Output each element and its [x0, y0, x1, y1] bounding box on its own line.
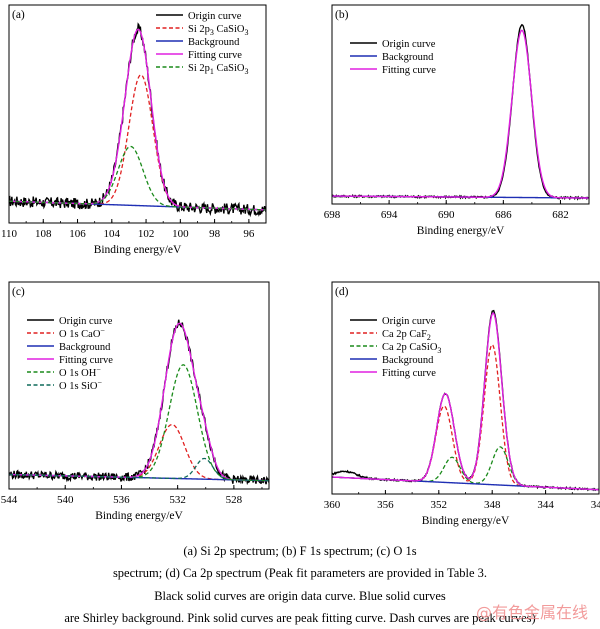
x-tick-label: 690: [438, 209, 455, 221]
plot-frame: [8, 281, 270, 490]
legend-label-fitting-curve: Fitting curve: [382, 65, 436, 76]
x-tick-label: 102: [138, 228, 155, 240]
plot-frame: [331, 281, 600, 495]
legend-label-origin-curve: Origin curve: [188, 11, 242, 22]
x-tick-label: 340: [591, 499, 600, 511]
series-si-2p1-casio3: [9, 145, 266, 211]
x-tick-label: 532: [169, 494, 186, 506]
legend-label-si-2p1-casio3: Si 2p1 CaSiO3: [188, 63, 249, 76]
caption-line-2: spectrum; (d) Ca 2p spectrum (Peak fit p…: [112, 566, 488, 580]
x-axis-label: Binding energy/eV: [422, 515, 510, 527]
caption-line-4: are Shirley background. Pink solid curve…: [64, 611, 536, 625]
series-origin-curve: [332, 309, 599, 492]
series-ca-2p-caf2: [332, 343, 599, 491]
x-tick-label: 540: [57, 494, 74, 506]
x-tick-label: 110: [1, 228, 18, 240]
x-tick-label: 694: [381, 209, 398, 221]
x-axis-label: Binding energy/eV: [95, 510, 183, 522]
watermark-text: @有色金属在线: [475, 603, 588, 622]
panel-label: (a): [12, 9, 25, 21]
plot-frame: [331, 4, 590, 205]
series-o-1s-oh: [9, 364, 269, 482]
x-tick-label: 344: [537, 499, 554, 511]
x-tick-label: 356: [377, 499, 394, 511]
x-tick-label: 544: [1, 494, 18, 506]
legend-label-o-1s-cao: O 1s CaO−: [59, 326, 105, 340]
series-origin-curve: [332, 23, 589, 201]
legend-label-ca-2p-casio3: Ca 2p CaSiO3: [382, 342, 441, 355]
x-tick-label: 360: [324, 499, 341, 511]
x-tick-label: 100: [172, 228, 189, 240]
legend-label-fitting-curve: Fitting curve: [188, 50, 242, 61]
plot-frame: [8, 4, 267, 224]
legend-label-background: Background: [59, 342, 111, 353]
legend-label-si-2p3-casio3: Si 2p3 CaSiO3: [188, 24, 249, 37]
x-tick-label: 108: [35, 228, 52, 240]
x-tick-label: 698: [324, 209, 341, 221]
legend-label-ca-2p-caf2: Ca 2p CaF2: [382, 329, 431, 342]
legend-label-fitting-curve: Fitting curve: [382, 368, 436, 379]
legend-label-background: Background: [382, 355, 434, 366]
series-fitting-curve: [332, 312, 599, 491]
x-axis-label: Binding energy/eV: [94, 244, 182, 256]
series-si-2p3-casio3: [9, 74, 266, 211]
series-fitting-curve: [9, 322, 269, 482]
panel-c: 544 540 536 532 528 Binding energy/eV (c) Origi…: [1, 281, 270, 522]
legend-label-fitting-curve: Fitting curve: [59, 355, 113, 366]
legend-label-o-1s-oh: O 1s OH−: [59, 365, 101, 379]
panel-label: (d): [335, 286, 349, 298]
x-axis-label: Binding energy/eV: [417, 225, 505, 237]
legend-label-background: Background: [188, 37, 240, 48]
caption-line-1: (a) Si 2p spectrum; (b) F 1s spectrum; (…: [183, 544, 417, 558]
series-o-1s-sio: [9, 457, 269, 482]
x-tick-label: 106: [69, 228, 86, 240]
x-tick-label: 96: [243, 228, 255, 240]
x-tick-label: 536: [113, 494, 130, 506]
x-tick-label: 352: [431, 499, 448, 511]
x-tick-label: 528: [226, 494, 243, 506]
x-tick-label: 98: [209, 228, 221, 240]
caption-line-3: Black solid curves are origin data curve…: [154, 589, 446, 603]
x-tick-label: 686: [495, 209, 512, 221]
series-fitting-curve: [332, 29, 589, 199]
panel-b: 698 694 690 686 682 Binding energy/eV (b) Origi…: [324, 4, 590, 237]
x-tick-label: 104: [104, 228, 121, 240]
legend-label-background: Background: [382, 52, 434, 63]
series-origin-curve: [9, 319, 269, 486]
xps-figure: 110 108 106 104 102 100 98 96 Binding energy/eV (…: [1, 4, 600, 527]
panel-label: (b): [335, 9, 349, 21]
legend-label-o-1s-sio: O 1s SiO−: [59, 378, 103, 392]
legend-label-origin-curve: Origin curve: [382, 39, 436, 50]
panel-label: (c): [12, 286, 25, 298]
series-o-1s-cao: [9, 423, 269, 482]
panel-a: 110 108 106 104 102 100 98 96 Binding energy/eV (…: [1, 4, 267, 256]
x-tick-label: 682: [552, 209, 569, 221]
panel-d: 360 356 352 348 344 340 Binding energy/eV (d) Or…: [324, 281, 600, 527]
x-tick-label: 348: [484, 499, 501, 511]
legend-label-origin-curve: Origin curve: [59, 316, 113, 327]
legend-label-origin-curve: Origin curve: [382, 316, 436, 327]
